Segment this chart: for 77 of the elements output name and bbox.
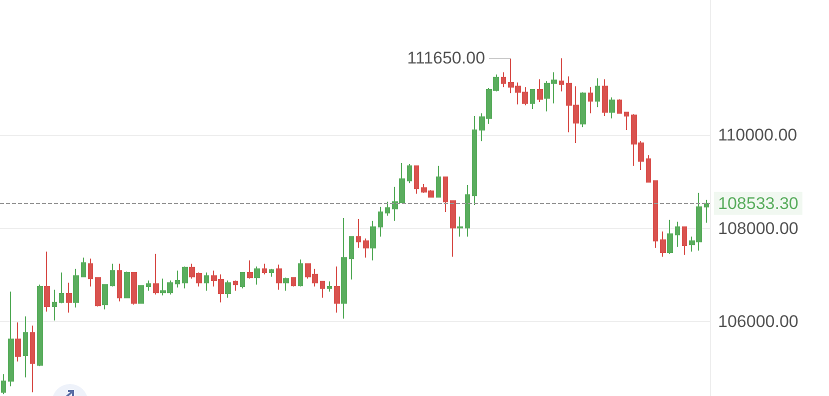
candlestick <box>117 263 122 302</box>
candlestick <box>675 221 680 248</box>
candlestick <box>102 284 108 310</box>
candlestick <box>175 270 180 288</box>
candlestick <box>660 231 666 258</box>
candlestick <box>44 251 50 312</box>
candlestick <box>240 272 245 289</box>
candlestick <box>73 268 79 308</box>
candlestick <box>602 78 608 117</box>
annotation: 111650.00 <box>407 48 486 68</box>
candlestick <box>320 280 325 298</box>
candlestick <box>66 282 72 314</box>
candlestick <box>501 72 506 88</box>
candlestick <box>225 280 231 298</box>
candlestick <box>334 266 340 314</box>
candlestick <box>617 98 622 114</box>
candlestick <box>95 277 101 308</box>
candlestick <box>81 257 86 278</box>
candlestick <box>682 226 687 256</box>
candlestick <box>443 176 448 212</box>
candlestick <box>436 165 441 198</box>
candlestick <box>450 200 456 258</box>
candlestick <box>15 322 21 362</box>
candlestick <box>138 285 144 304</box>
candlestick <box>667 219 673 254</box>
candlestick <box>356 218 361 248</box>
y-tick-label: 110000.00 <box>718 126 798 145</box>
y-tick-label: 108000.00 <box>718 218 798 238</box>
candlestick <box>341 218 347 320</box>
candlestick <box>247 260 253 280</box>
candlestick <box>580 92 586 128</box>
candlestick <box>182 266 188 289</box>
candlestick <box>233 280 238 292</box>
candlestick <box>291 277 296 288</box>
candlestick <box>52 289 57 322</box>
candlestick <box>472 116 477 206</box>
candlestick <box>37 284 43 367</box>
candlestick <box>704 199 709 224</box>
candlestick <box>110 263 115 288</box>
candlestick <box>124 271 130 298</box>
candlestick <box>465 184 470 238</box>
candlestick <box>23 316 28 378</box>
candlestick <box>349 236 354 280</box>
candlestick <box>537 78 543 103</box>
candlestick <box>327 280 332 292</box>
candlestick <box>30 325 35 393</box>
candlestick <box>298 258 303 288</box>
candlestick <box>414 165 419 194</box>
candlestick <box>646 154 651 183</box>
candlestick <box>8 291 14 387</box>
candlestick <box>609 96 615 119</box>
candlestick <box>269 268 274 278</box>
candlestick <box>131 272 137 306</box>
candlestick <box>624 112 629 130</box>
candlestick <box>88 258 93 288</box>
candlestick <box>153 253 159 295</box>
y-tick-label: 106000.00 <box>718 312 798 331</box>
candlestick <box>530 88 535 110</box>
ref-line-label: 108533.30 <box>718 194 798 213</box>
candlestick <box>407 163 412 184</box>
candlestick <box>595 78 600 108</box>
candlestick <box>457 216 463 238</box>
candlestick <box>1 374 6 395</box>
candlestick <box>254 266 260 286</box>
candlestick <box>363 238 369 258</box>
candlestick <box>283 277 289 292</box>
candlestick <box>378 206 383 238</box>
candlestick <box>146 280 151 292</box>
candlestick <box>385 201 390 216</box>
candlestick <box>59 272 64 304</box>
candlestick <box>559 58 564 92</box>
candlestick <box>276 264 282 290</box>
candlestick <box>262 263 267 275</box>
candlestick <box>370 220 376 261</box>
candlestick <box>588 86 593 114</box>
candlestick <box>653 180 658 248</box>
candlestick <box>204 272 209 292</box>
